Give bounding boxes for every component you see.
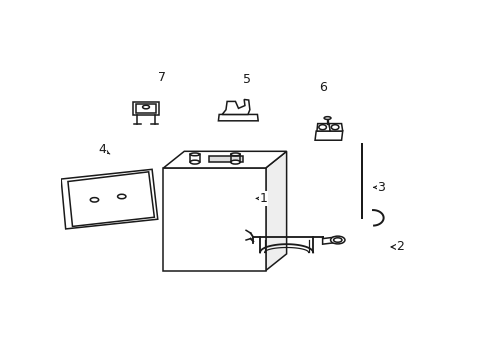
Polygon shape bbox=[61, 169, 158, 229]
Ellipse shape bbox=[318, 125, 326, 130]
Text: 4: 4 bbox=[99, 143, 109, 157]
Ellipse shape bbox=[90, 198, 99, 202]
Polygon shape bbox=[328, 123, 342, 131]
Ellipse shape bbox=[230, 160, 240, 164]
Polygon shape bbox=[222, 99, 249, 114]
Polygon shape bbox=[265, 151, 286, 270]
Text: 3: 3 bbox=[373, 181, 385, 194]
Ellipse shape bbox=[230, 153, 240, 156]
Ellipse shape bbox=[324, 117, 330, 120]
Ellipse shape bbox=[142, 105, 149, 109]
Text: 7: 7 bbox=[157, 71, 165, 84]
Text: 1: 1 bbox=[256, 192, 267, 205]
Ellipse shape bbox=[190, 153, 199, 156]
Ellipse shape bbox=[117, 194, 126, 199]
Ellipse shape bbox=[190, 160, 199, 164]
Polygon shape bbox=[163, 168, 265, 270]
Ellipse shape bbox=[331, 125, 338, 130]
Polygon shape bbox=[208, 156, 243, 162]
Ellipse shape bbox=[333, 238, 341, 242]
Polygon shape bbox=[316, 123, 329, 131]
Polygon shape bbox=[314, 131, 342, 140]
Polygon shape bbox=[322, 237, 333, 244]
Text: 5: 5 bbox=[243, 73, 250, 86]
Polygon shape bbox=[218, 114, 258, 121]
Text: 2: 2 bbox=[390, 240, 404, 253]
Text: 6: 6 bbox=[318, 81, 326, 94]
Polygon shape bbox=[163, 151, 286, 168]
Polygon shape bbox=[133, 102, 159, 115]
Ellipse shape bbox=[330, 236, 344, 244]
